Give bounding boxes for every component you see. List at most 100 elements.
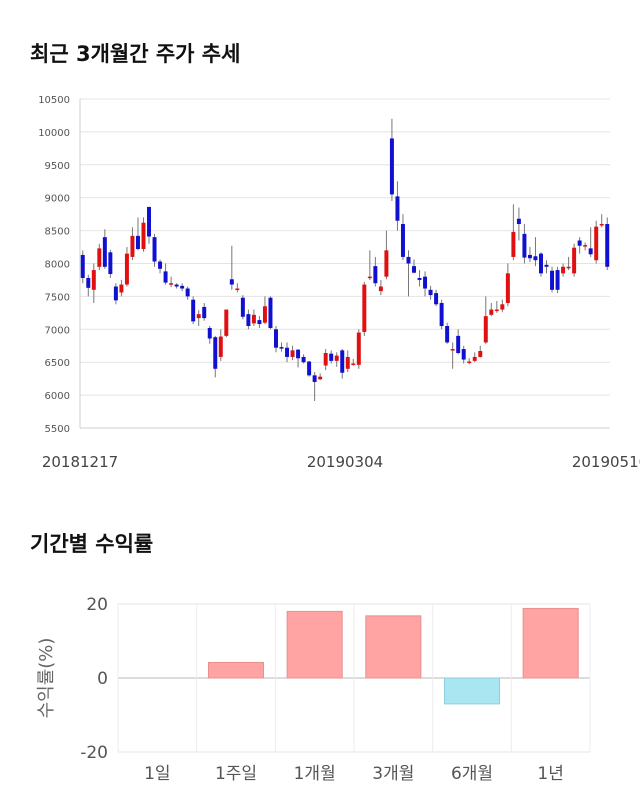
candle-body <box>544 264 549 267</box>
candle-body <box>180 285 185 289</box>
candle-body <box>566 266 571 269</box>
candle-body <box>174 284 179 287</box>
x-tick-label: 1일 <box>144 764 170 784</box>
y-tick-label: 6000 <box>45 391 70 402</box>
x-tick-label: 1주일 <box>215 764 257 784</box>
candle-body <box>158 261 163 269</box>
candle-body <box>362 284 367 332</box>
candle-body <box>185 288 190 297</box>
candle-body <box>500 304 505 310</box>
x-tick-label: 20181217 <box>42 453 118 471</box>
candle-body <box>102 237 107 267</box>
y-tick-label: 20 <box>86 595 108 615</box>
x-tick-label: 6개월 <box>451 764 493 784</box>
x-tick-label: 3개월 <box>372 764 414 784</box>
candle-body <box>329 353 334 361</box>
candle-body <box>395 196 400 221</box>
candle-body <box>412 266 416 273</box>
candle-body <box>456 335 461 353</box>
candle-body <box>80 254 85 278</box>
candle-body <box>279 347 284 349</box>
candle-body <box>467 361 472 364</box>
candle-body <box>141 222 146 250</box>
candle-body <box>406 256 411 264</box>
candle-body <box>235 288 240 291</box>
candle-body <box>130 235 135 257</box>
candle-body <box>550 270 555 290</box>
candle-body <box>527 254 532 259</box>
candle-body <box>522 233 527 258</box>
candle-body <box>307 361 312 376</box>
candle-body <box>605 224 610 267</box>
candle-body <box>599 224 604 226</box>
candle-body <box>163 271 168 283</box>
candle-body <box>340 350 345 373</box>
candle-body <box>373 266 378 284</box>
candle-body <box>97 248 102 267</box>
candle-body <box>312 375 317 382</box>
candle-body <box>516 218 521 225</box>
candle-body <box>583 245 588 247</box>
candle-body <box>323 352 328 366</box>
candle-body <box>246 314 251 327</box>
candle-body <box>224 309 229 336</box>
candle-body <box>318 376 323 380</box>
candle-body <box>384 250 389 277</box>
x-tick-label: 1년 <box>537 764 563 784</box>
candle-body <box>588 248 593 255</box>
candle-body <box>274 329 278 348</box>
candle-body <box>213 337 218 369</box>
x-tick-label: 20190510 <box>572 453 640 471</box>
candle-body <box>478 351 483 357</box>
y-tick-label: 10000 <box>38 128 70 139</box>
y-tick-label: 7500 <box>45 292 70 303</box>
candle-body <box>124 253 129 285</box>
candle-body <box>119 284 124 293</box>
candle-body <box>285 347 290 357</box>
candle-body <box>472 356 477 361</box>
candle-body <box>555 270 560 290</box>
y-tick-label: 9000 <box>45 194 70 205</box>
candle-body <box>207 327 212 339</box>
candle-body <box>572 247 577 274</box>
candle-body <box>533 256 538 261</box>
candle-body <box>428 289 433 296</box>
candle-body <box>434 293 439 305</box>
candle-body <box>202 306 207 319</box>
candle-body <box>439 302 444 327</box>
candle-body <box>505 273 510 303</box>
return-bar <box>365 615 422 679</box>
candle-body <box>494 309 499 312</box>
y-tick-label: 10500 <box>38 95 70 106</box>
candle-body <box>461 349 466 360</box>
y-tick-label: 8500 <box>45 227 70 238</box>
return-bar <box>207 661 265 679</box>
candle-body <box>356 332 361 365</box>
x-tick-label: 20190304 <box>307 453 383 471</box>
candle-body <box>511 231 516 257</box>
price-trend-title: 최근 3개월간 주가 추세 <box>30 42 241 66</box>
candle-body <box>257 320 262 325</box>
candle-body <box>86 277 91 288</box>
candle-body <box>108 252 113 275</box>
candle-body <box>135 235 140 250</box>
candle-body <box>345 356 350 369</box>
candle-body <box>196 314 201 319</box>
y-tick-label: 9500 <box>45 161 70 172</box>
candle-body <box>169 283 174 285</box>
candle-body <box>378 286 383 292</box>
candle-body <box>417 277 422 280</box>
candle-body <box>351 363 356 366</box>
y-tick-label: 8000 <box>45 260 70 271</box>
candle-body <box>489 309 494 315</box>
candle-body <box>301 356 306 363</box>
candle-body <box>218 336 223 357</box>
candle-body <box>483 316 488 343</box>
candle-body <box>240 297 245 317</box>
return-bar <box>522 607 579 679</box>
candle-body <box>152 237 157 262</box>
candle-body <box>191 299 196 322</box>
candle-body <box>147 206 151 237</box>
y-axis-label: 수익률(%) <box>36 638 57 719</box>
